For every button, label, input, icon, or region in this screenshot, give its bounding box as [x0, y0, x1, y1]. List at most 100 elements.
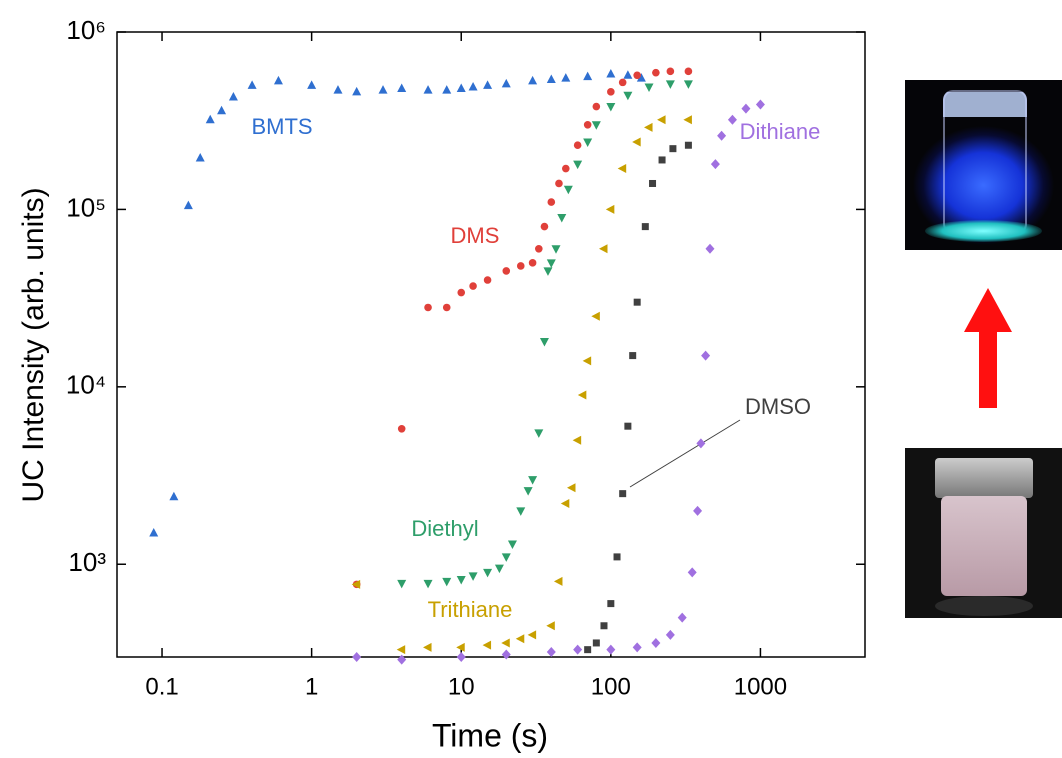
data-point — [583, 120, 592, 129]
data-point — [591, 121, 601, 130]
photo-glowing — [905, 80, 1062, 250]
data-point — [573, 160, 583, 170]
plot-frame — [116, 31, 866, 658]
jar — [941, 496, 1027, 596]
data-point — [352, 652, 362, 662]
data-point — [457, 288, 466, 297]
glow — [925, 220, 1042, 242]
series-label: DMS — [451, 223, 500, 248]
arrow — [964, 288, 1012, 408]
data-point — [613, 553, 621, 561]
data-point — [352, 86, 362, 96]
data-point — [665, 629, 675, 640]
data-point — [687, 567, 697, 578]
data-point — [705, 243, 715, 254]
y-tick-label: 10⁴ — [66, 370, 106, 400]
data-point — [573, 644, 583, 655]
data-point — [539, 338, 549, 347]
leader-line — [629, 419, 741, 488]
data-point — [551, 245, 561, 254]
data-point — [560, 498, 570, 508]
data-point — [442, 577, 452, 587]
data-point — [592, 102, 601, 111]
chart: Time (s) UC Intensity (arb. units) 0.1 1 1… — [17, 15, 866, 753]
data-point — [636, 73, 646, 82]
data-point — [534, 429, 544, 438]
data-point — [683, 115, 692, 125]
data-point — [755, 99, 765, 110]
data-point — [584, 646, 592, 654]
data-point — [605, 204, 615, 214]
data-point — [228, 92, 238, 101]
data-point — [607, 88, 615, 96]
data-point — [618, 78, 627, 87]
data-point — [623, 70, 633, 79]
data-point — [507, 540, 517, 550]
data-point — [169, 491, 179, 501]
data-point — [649, 179, 657, 187]
jar-lid — [935, 458, 1033, 498]
data-point — [566, 483, 576, 493]
data-point — [456, 652, 466, 662]
data-point — [378, 85, 388, 94]
data-point — [633, 71, 641, 80]
data-point — [606, 68, 616, 78]
data-point — [546, 621, 555, 631]
data-point — [652, 68, 660, 77]
data-point — [644, 83, 654, 92]
data-point — [442, 303, 451, 312]
data-point — [572, 435, 582, 445]
data-point — [501, 78, 511, 88]
data-point — [205, 114, 215, 124]
x-tick-label: 10 — [448, 673, 475, 700]
data-point — [683, 80, 693, 89]
data-point — [546, 74, 556, 83]
data-point — [710, 159, 720, 170]
data-point — [456, 642, 465, 652]
data-point — [501, 649, 511, 660]
data-point — [543, 267, 553, 276]
data-point — [633, 298, 641, 306]
data-point — [333, 85, 343, 94]
y-tick-label: 10⁵ — [66, 192, 106, 222]
data-point — [553, 576, 563, 586]
data-point — [658, 156, 666, 164]
series-label: BMTS — [251, 114, 312, 139]
data-point — [528, 75, 538, 85]
data-point — [644, 122, 653, 132]
data-point — [528, 259, 537, 267]
data-point — [547, 198, 556, 206]
x-tick-label: 1000 — [734, 673, 787, 700]
data-point — [684, 141, 692, 149]
data-point — [423, 642, 432, 652]
data-point — [598, 244, 608, 254]
data-point — [557, 214, 567, 223]
data-point — [701, 350, 711, 361]
data-point — [501, 638, 510, 648]
data-point — [583, 71, 593, 81]
data-point — [456, 576, 466, 585]
data-point — [195, 152, 205, 162]
data-point — [600, 622, 608, 630]
data-point — [396, 645, 406, 655]
data-point — [629, 352, 637, 360]
series-label: DMSO — [745, 394, 811, 419]
data-point — [617, 164, 627, 174]
data-point — [696, 438, 706, 449]
data-point — [483, 568, 493, 578]
x-axis-title: Time (s) — [432, 717, 548, 753]
data-point — [351, 579, 361, 589]
data-point — [717, 130, 727, 141]
data-point — [456, 83, 466, 93]
data-point — [149, 527, 159, 537]
data-point — [669, 145, 677, 153]
data-point — [606, 103, 616, 112]
data-point — [217, 105, 227, 115]
data-point — [677, 612, 687, 623]
data-point — [624, 422, 632, 430]
data-point — [515, 634, 525, 644]
data-point — [540, 222, 549, 231]
data-point — [502, 267, 511, 275]
series-label: Diethyl — [411, 516, 478, 541]
data-point — [582, 356, 592, 366]
